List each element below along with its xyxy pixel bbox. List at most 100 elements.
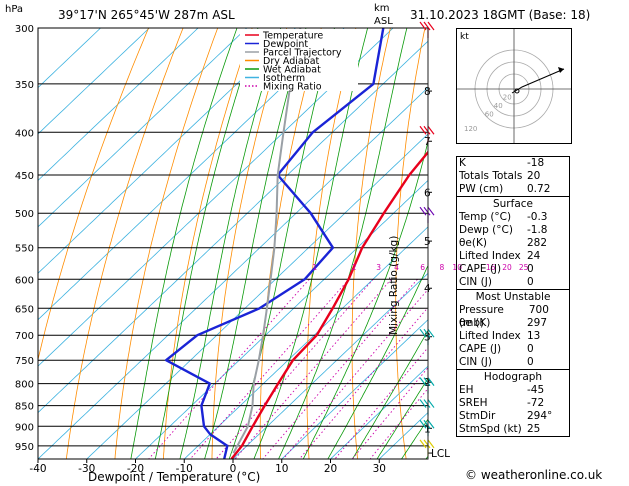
legend-entry: Temperature <box>262 31 323 42</box>
wind-barb-flag <box>423 377 431 386</box>
wind-barb-flag <box>427 328 435 338</box>
mixing-ratio-line <box>282 288 428 459</box>
hodograph-arrow <box>558 67 564 73</box>
index-value: -1.8 <box>527 224 548 236</box>
mixing-ratio-axis-label: Mixing Ratio (g/kg) <box>388 236 400 335</box>
hodograph-panel: 20 40 60 120 kt <box>456 28 572 144</box>
isotherm-line <box>330 365 428 459</box>
hodograph-ring-label: 40 <box>494 102 503 110</box>
index-value: 13 <box>527 330 541 342</box>
mixing-ratio-line <box>299 306 428 459</box>
dewpoint-line <box>164 28 385 459</box>
index-value: 294° <box>527 410 553 422</box>
isotherm-line <box>38 87 428 459</box>
isotherm-line <box>38 28 199 181</box>
pressure-tick-label: 650 <box>15 304 34 315</box>
pressure-tick-label: 350 <box>15 80 34 91</box>
index-row: CAPE (J) 0 <box>457 263 569 276</box>
temperature-line <box>230 150 428 459</box>
index-value: -18 <box>527 157 545 169</box>
wind-barb-flag <box>427 377 435 386</box>
pressure-tick-label: 800 <box>15 380 34 391</box>
index-row: Dewp (°C) -1.8 <box>457 224 569 237</box>
index-row: Pressure (mb) 700 <box>457 304 569 329</box>
wet-adiabat-line <box>351 329 428 459</box>
pressure-tick-label: 700 <box>15 331 34 342</box>
index-label: Temp (°C) <box>459 211 512 223</box>
wet-adiabat-line <box>179 28 282 459</box>
index-value: 282 <box>527 237 548 249</box>
mixing-ratio-label: 2 <box>352 263 357 272</box>
index-value: 24 <box>527 250 541 262</box>
surface-title: Surface <box>492 198 533 210</box>
hodograph-unit: kt <box>460 32 469 42</box>
hpa-unit-label: hPa <box>5 4 24 15</box>
mixing-ratio-label: 8 <box>440 263 445 272</box>
index-label: Lifted Index <box>459 250 521 262</box>
pressure-tick-label: 750 <box>15 356 34 367</box>
wind-barb-flag <box>423 125 431 135</box>
isotherm-line <box>86 133 428 459</box>
isotherm-line <box>38 28 296 274</box>
wind-barb-flag <box>423 419 431 429</box>
mixing-ratio-label: 10 <box>452 263 462 272</box>
isotherm-line <box>38 40 428 414</box>
index-value: -45 <box>527 384 545 396</box>
index-row: SREH -72 <box>457 397 569 410</box>
wind-barb-flag <box>427 21 435 31</box>
pressure-tick-label: 900 <box>15 422 34 433</box>
dry-adiabat-line <box>114 28 219 459</box>
index-row: CIN (J) 0 <box>457 356 569 369</box>
index-value: 0.72 <box>527 183 551 195</box>
index-row: θe (K) 297 <box>457 317 569 330</box>
dry-adiabat-line <box>595 28 629 459</box>
index-value: 0 <box>527 356 534 368</box>
index-row: Lifted Index 13 <box>457 330 569 343</box>
mixing-ratio-line <box>189 278 350 459</box>
pressure-tick-label: 600 <box>15 275 34 286</box>
x-tick-label: -40 <box>29 463 46 475</box>
hodograph-storm-motion <box>514 88 520 94</box>
pressure-tick-label: 850 <box>15 402 34 413</box>
dry-adiabat-line <box>65 28 184 459</box>
legend-entry: Dry Adiabat <box>263 56 320 67</box>
wind-barb-flag <box>419 206 427 216</box>
pressure-tick-label: 300 <box>15 24 34 35</box>
index-label: StmDir <box>459 410 496 422</box>
x-axis-label: Dewpoint / Temperature (°C) <box>88 470 261 484</box>
index-label: StmSpd (kt) <box>459 423 522 435</box>
wind-barb-flag <box>423 328 431 338</box>
km-tick-label: 7 <box>424 136 431 148</box>
wind-barb-flag <box>419 377 427 386</box>
index-value: 700 <box>528 304 549 316</box>
dry-adiabat-line <box>163 28 253 459</box>
index-label: Totals Totals <box>459 170 523 182</box>
datetime-title: 31.10.2023 18GMT (Base: 18) <box>410 8 591 22</box>
index-value: 25 <box>527 423 541 435</box>
index-label: CAPE (J) <box>459 263 502 275</box>
x-tick-label: 0 <box>230 463 237 475</box>
km-unit-label: km <box>374 3 390 14</box>
legend-entry: Mixing Ratio <box>263 82 322 93</box>
index-row: StmSpd (kt) 25 <box>457 423 569 436</box>
pressure-tick-label: 450 <box>15 171 34 182</box>
index-row: K -18 <box>457 157 569 170</box>
index-row: CIN (J) 0 <box>457 276 569 289</box>
index-label: Dewp (°C) <box>459 224 513 236</box>
index-row: EH -45 <box>457 384 569 397</box>
x-tick-label: 10 <box>275 463 288 475</box>
pressure-tick-label: 500 <box>15 209 34 220</box>
wind-barb-flag <box>419 399 427 408</box>
index-label: PW (cm) <box>459 183 504 195</box>
wind-barb-flag <box>419 328 427 338</box>
wind-barb-flag <box>427 419 435 429</box>
wet-adiabat-line <box>228 28 335 459</box>
mixing-ratio-line <box>234 278 392 459</box>
x-tick-label: -30 <box>78 463 95 475</box>
wind-barb-flag <box>423 21 431 31</box>
hodograph-ring-label: 60 <box>485 110 494 118</box>
index-value: 20 <box>527 170 541 182</box>
hodograph-ring-label: 120 <box>464 125 477 133</box>
